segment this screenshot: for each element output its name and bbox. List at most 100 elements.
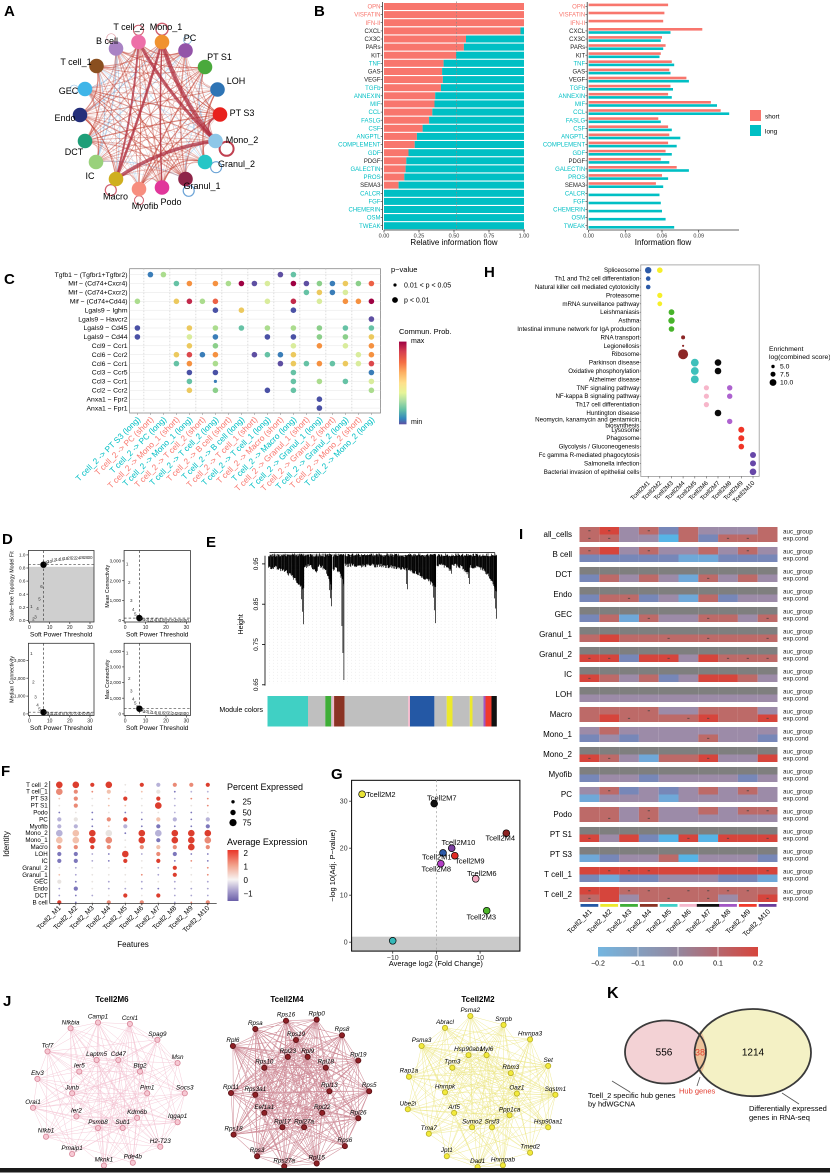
- svg-text:auc_group: auc_group: [783, 629, 813, 636]
- svg-text:Mif − (Cd74+Cd44): Mif − (Cd74+Cd44): [70, 299, 128, 306]
- svg-text:Jpt1: Jpt1: [440, 1147, 453, 1154]
- svg-text:auc_group: auc_group: [783, 529, 813, 536]
- svg-text:PDGF: PDGF: [569, 159, 586, 165]
- svg-text:long: long: [765, 129, 778, 136]
- svg-text:FGF: FGF: [573, 200, 585, 206]
- svg-text:max: max: [411, 338, 425, 345]
- svg-text:Rps5: Rps5: [362, 1082, 377, 1089]
- svg-text:Anxa1 − Fpr2: Anxa1 − Fpr2: [87, 396, 128, 403]
- svg-text:auc_group: auc_group: [783, 829, 813, 836]
- svg-text:E: E: [206, 534, 216, 551]
- svg-text:auc_group: auc_group: [783, 849, 813, 856]
- svg-text:exp.cond: exp.cond: [783, 836, 809, 843]
- svg-text:Set: Set: [543, 1057, 553, 1064]
- svg-text:Mono_2: Mono_2: [226, 135, 259, 145]
- svg-text:GDF: GDF: [368, 151, 381, 157]
- svg-text:auc_group: auc_group: [783, 689, 813, 696]
- svg-text:22: 22: [71, 711, 77, 716]
- svg-text:26: 26: [176, 711, 182, 716]
- svg-text:B cell: B cell: [96, 36, 118, 46]
- svg-text:22: 22: [168, 618, 174, 623]
- svg-text:H2-T23: H2-T23: [150, 1138, 171, 1145]
- svg-text:Intestinal immune network for: Intestinal immune network for IgA produc…: [517, 326, 640, 333]
- svg-text:0.01 < p < 0.05: 0.01 < p < 0.05: [404, 283, 451, 290]
- svg-text:TGFb: TGFb: [570, 86, 586, 92]
- svg-text:30: 30: [87, 625, 93, 631]
- svg-text:PC: PC: [561, 790, 572, 799]
- svg-text:Rps27a: Rps27a: [273, 1157, 295, 1164]
- svg-text:Granul_1: Granul_1: [22, 872, 48, 879]
- svg-text:B cell: B cell: [33, 899, 48, 906]
- svg-text:Ccl2 − Ccr2: Ccl2 − Ccr2: [92, 388, 128, 395]
- svg-text:0.0: 0.0: [673, 961, 683, 968]
- svg-text:PT S3: PT S3: [230, 108, 255, 118]
- svg-text:0: 0: [119, 618, 122, 623]
- svg-text:GEC: GEC: [34, 879, 48, 886]
- svg-text:exp.cond: exp.cond: [783, 796, 809, 803]
- svg-text:4: 4: [132, 607, 135, 612]
- svg-text:Soft Power Threshold: Soft Power Threshold: [30, 725, 93, 732]
- svg-text:Rpl19: Rpl19: [350, 1052, 367, 1059]
- svg-text:Asthma: Asthma: [618, 318, 640, 325]
- svg-text:Orai1: Orai1: [25, 1099, 40, 1106]
- svg-text:K: K: [607, 985, 619, 1002]
- svg-text:FASLG: FASLG: [566, 118, 586, 124]
- svg-text:Srsf3: Srsf3: [485, 1118, 500, 1125]
- svg-text:Rpl9: Rpl9: [301, 1048, 314, 1055]
- svg-text:8: 8: [44, 710, 47, 715]
- svg-text:0.6: 0.6: [19, 579, 26, 584]
- svg-text:Hsp90ab1: Hsp90ab1: [454, 1046, 483, 1053]
- svg-text:Rap1a: Rap1a: [400, 1068, 419, 1075]
- svg-text:auc_group: auc_group: [783, 569, 813, 576]
- svg-text:genes in RNA-seq: genes in RNA-seq: [749, 1113, 810, 1122]
- svg-text:TWEAK: TWEAK: [564, 224, 585, 230]
- svg-text:Endo: Endo: [54, 113, 75, 123]
- svg-text:Tcell2M6: Tcell2M6: [467, 869, 497, 878]
- svg-text:Podo: Podo: [33, 810, 48, 817]
- svg-text:30: 30: [184, 711, 190, 716]
- svg-text:0: 0: [344, 939, 348, 946]
- svg-text:1: 1: [244, 863, 249, 872]
- svg-text:2: 2: [32, 679, 35, 684]
- svg-text:−0.1: −0.1: [631, 961, 645, 968]
- svg-text:Ccl9 − Ccr1: Ccl9 − Ccr1: [92, 343, 128, 350]
- svg-text:COMPLEMENT: COMPLEMENT: [543, 143, 586, 149]
- svg-text:8: 8: [140, 708, 143, 713]
- svg-text:PC: PC: [39, 816, 48, 823]
- svg-text:14: 14: [55, 557, 61, 562]
- svg-text:CCL: CCL: [368, 110, 381, 116]
- svg-text:Rpl23: Rpl23: [280, 1048, 297, 1055]
- svg-text:all_cells: all_cells: [544, 530, 572, 539]
- svg-text:Tcell2M1: Tcell2M1: [422, 853, 452, 862]
- svg-text:VISFATIN: VISFATIN: [559, 13, 585, 19]
- svg-text:PARs: PARs: [570, 45, 585, 51]
- svg-text:GEC: GEC: [59, 86, 79, 96]
- svg-text:Soft Power Threshold: Soft Power Threshold: [126, 725, 189, 732]
- svg-text:IFN-II: IFN-II: [570, 21, 585, 27]
- svg-text:F: F: [1, 763, 10, 780]
- svg-text:log(combined score): log(combined score): [769, 354, 830, 361]
- svg-text:12: 12: [51, 711, 57, 716]
- svg-text:CXCL: CXCL: [364, 29, 381, 35]
- svg-text:Rpl18: Rpl18: [318, 1059, 335, 1066]
- svg-text:exp.cond: exp.cond: [783, 816, 809, 823]
- svg-text:Phagosome: Phagosome: [606, 435, 640, 442]
- svg-text:ANGPTL: ANGPTL: [561, 135, 586, 141]
- svg-text:mRNA surveillance pathway: mRNA surveillance pathway: [562, 301, 640, 308]
- svg-text:24: 24: [75, 555, 81, 560]
- svg-text:COMPLEMENT: COMPLEMENT: [338, 143, 381, 149]
- svg-text:Mono_2: Mono_2: [25, 830, 48, 837]
- svg-text:GAS: GAS: [573, 70, 586, 76]
- svg-text:B: B: [314, 3, 325, 20]
- svg-text:−1: −1: [244, 890, 254, 899]
- svg-text:Average log2 (Fold Change): Average log2 (Fold Change): [389, 959, 484, 968]
- svg-text:exp.cond: exp.cond: [783, 736, 809, 743]
- svg-text:Rplp0: Rplp0: [308, 1011, 325, 1018]
- svg-text:auc_group: auc_group: [783, 549, 813, 556]
- svg-text:30: 30: [87, 711, 93, 716]
- svg-text:Tcell2M7: Tcell2M7: [427, 794, 457, 803]
- svg-text:Parkinson disease: Parkinson disease: [589, 360, 640, 367]
- svg-text:20: 20: [163, 711, 169, 716]
- svg-text:T cell_1: T cell_1: [60, 57, 91, 67]
- svg-text:10: 10: [143, 625, 149, 631]
